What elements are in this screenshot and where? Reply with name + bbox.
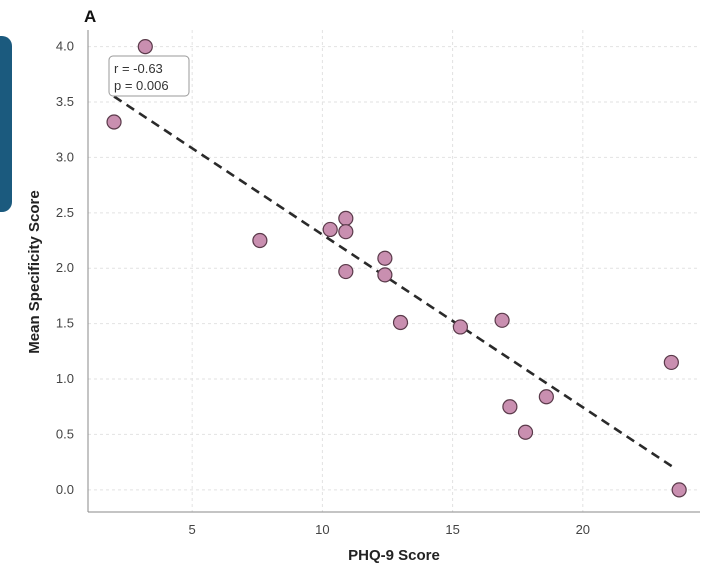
y-tick-label: 1.5 <box>56 316 74 331</box>
annotation-box <box>108 55 190 97</box>
y-axis-title: Mean Specificity Score <box>26 190 43 353</box>
data-point <box>663 354 679 371</box>
y-tick-label: 3.5 <box>56 94 74 109</box>
x-tick-label: 10 <box>315 522 329 537</box>
x-tick-label: 15 <box>445 522 459 537</box>
annotation-r: r = -0.63 <box>114 61 163 76</box>
axes <box>87 30 700 513</box>
x-tick-labels: 5 10 15 20 <box>189 522 590 537</box>
data-point <box>538 389 554 405</box>
y-tick-label: 4.0 <box>56 39 74 54</box>
data-point <box>517 424 534 440</box>
x-tick-label: 20 <box>576 522 590 537</box>
side-tab <box>0 36 12 212</box>
data-point <box>338 224 354 240</box>
y-tick-label: 2.0 <box>56 260 74 275</box>
data-point <box>338 210 354 226</box>
panel-label: A <box>84 7 96 26</box>
y-tick-label: 0.5 <box>56 426 74 441</box>
data-point <box>322 221 338 238</box>
y-tick-label: 0.0 <box>56 482 74 497</box>
y-tick-label: 1.0 <box>56 371 74 386</box>
data-point <box>494 312 510 328</box>
annotation-p: p = 0.006 <box>114 78 169 93</box>
grid <box>88 30 700 512</box>
trend-line <box>113 95 675 469</box>
data-point <box>671 482 687 498</box>
data-point <box>252 232 268 249</box>
data-point <box>338 263 354 280</box>
stats-annotation: r = -0.63 p = 0.006 <box>108 55 190 97</box>
data-point <box>377 250 393 266</box>
x-axis-title: PHQ-9 Score <box>348 547 440 564</box>
y-tick-label: 2.5 <box>56 205 74 220</box>
y-tick-labels: 0.0 0.5 1.0 1.5 2.0 2.5 3.0 3.5 4.0 <box>56 39 74 497</box>
x-tick-label: 5 <box>189 522 196 537</box>
y-tick-label: 3.0 <box>56 149 74 164</box>
data-point <box>137 39 153 55</box>
data-point <box>502 399 518 415</box>
data-point <box>392 314 409 331</box>
data-points <box>106 39 687 498</box>
data-point <box>377 267 393 283</box>
data-point <box>452 319 469 335</box>
trend-line-group <box>113 95 675 469</box>
data-point <box>106 114 122 130</box>
